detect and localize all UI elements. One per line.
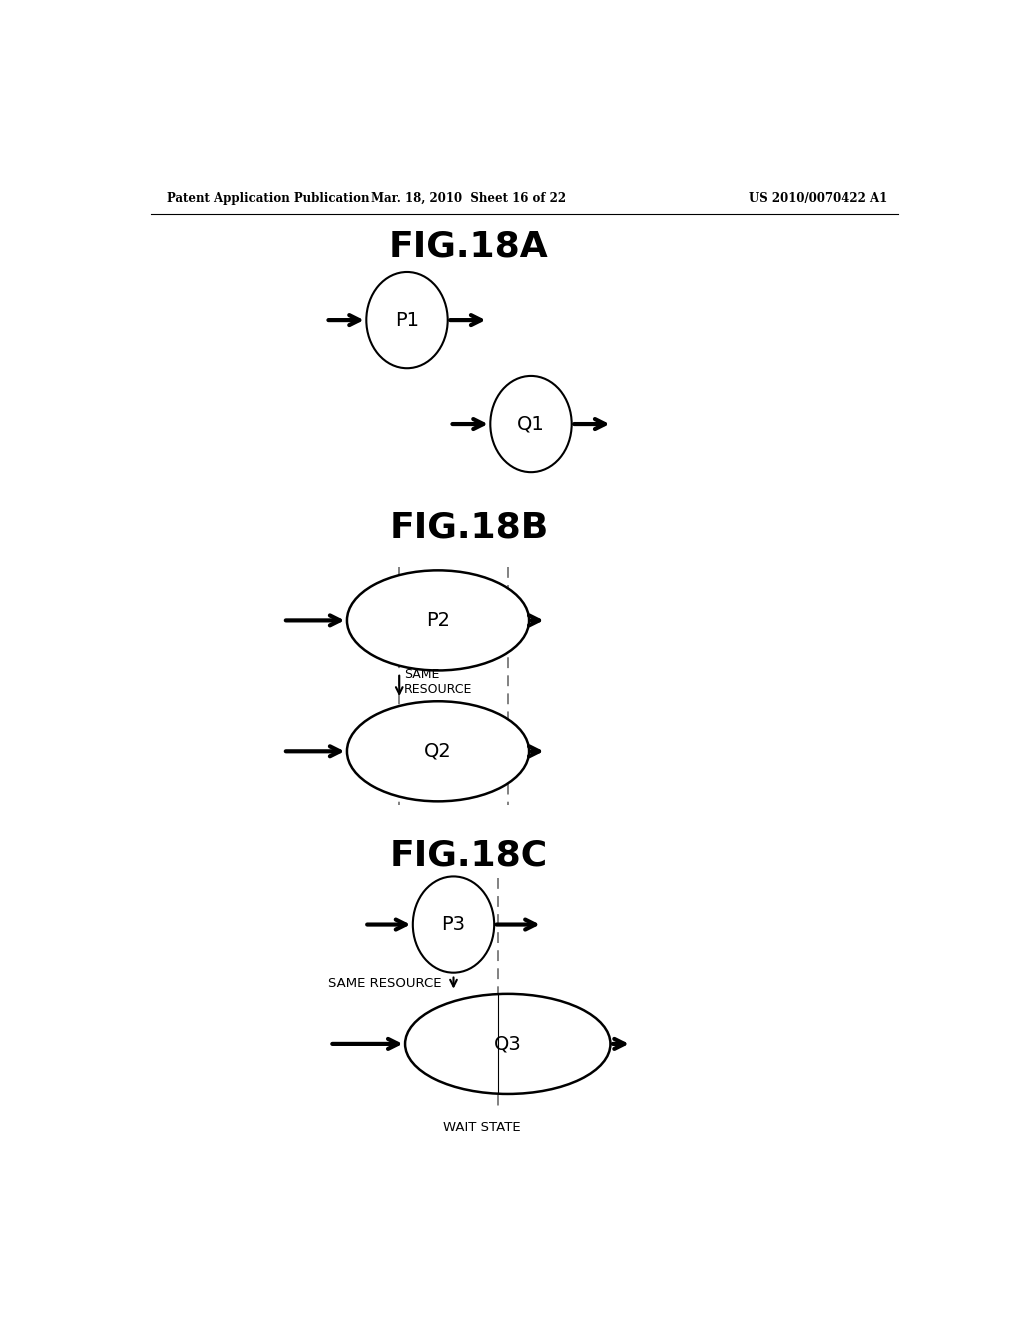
Ellipse shape bbox=[347, 701, 529, 801]
Ellipse shape bbox=[367, 272, 447, 368]
Text: FIG.18C: FIG.18C bbox=[390, 838, 548, 873]
Text: P1: P1 bbox=[395, 310, 419, 330]
Text: Q3: Q3 bbox=[494, 1035, 521, 1053]
Text: P3: P3 bbox=[441, 915, 466, 935]
Text: Q2: Q2 bbox=[424, 742, 452, 760]
Text: Q1: Q1 bbox=[517, 414, 545, 433]
Text: FIG.18B: FIG.18B bbox=[389, 511, 549, 545]
Ellipse shape bbox=[347, 570, 529, 671]
Ellipse shape bbox=[413, 876, 495, 973]
Ellipse shape bbox=[406, 994, 610, 1094]
Ellipse shape bbox=[490, 376, 571, 473]
Text: P2: P2 bbox=[426, 611, 450, 630]
Text: Patent Application Publication: Patent Application Publication bbox=[167, 191, 370, 205]
Text: WAIT STATE: WAIT STATE bbox=[443, 1121, 521, 1134]
Text: Mar. 18, 2010  Sheet 16 of 22: Mar. 18, 2010 Sheet 16 of 22 bbox=[372, 191, 566, 205]
Text: SAME RESOURCE: SAME RESOURCE bbox=[329, 977, 442, 990]
Text: SAME
RESOURCE: SAME RESOURCE bbox=[403, 668, 472, 696]
Text: FIG.18A: FIG.18A bbox=[389, 230, 549, 264]
Text: US 2010/0070422 A1: US 2010/0070422 A1 bbox=[750, 191, 888, 205]
